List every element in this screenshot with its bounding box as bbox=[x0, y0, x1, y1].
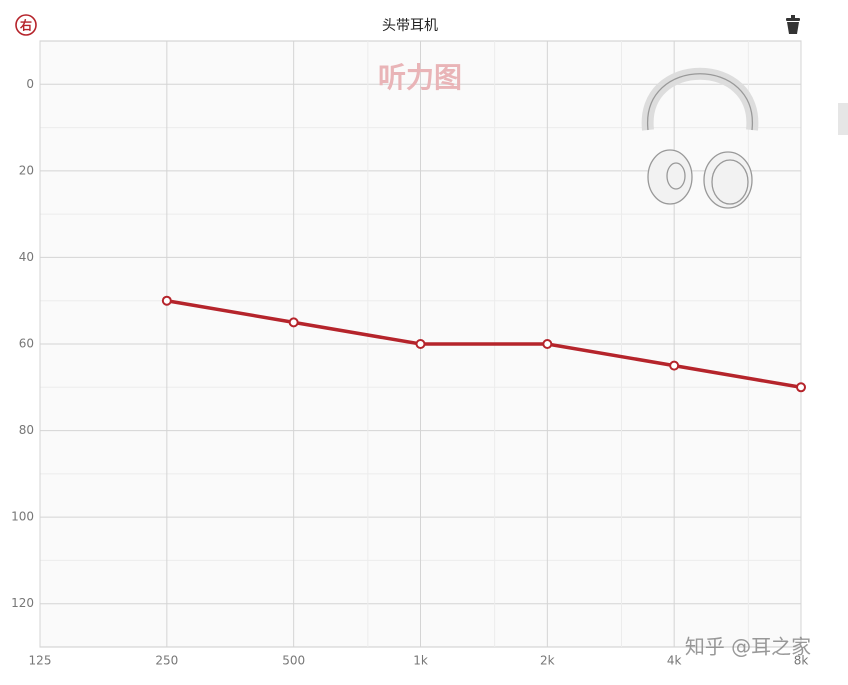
delete-icon[interactable] bbox=[786, 15, 800, 34]
side-icon: 右 bbox=[19, 18, 32, 33]
series-line bbox=[166, 298, 802, 390]
x-tick-label: 4k bbox=[667, 654, 682, 668]
data-point bbox=[161, 295, 172, 306]
x-tick-label: 1k bbox=[413, 654, 428, 668]
data-point bbox=[796, 382, 806, 393]
y-tick-label: 100 bbox=[11, 510, 34, 524]
side-tab[interactable] bbox=[838, 103, 848, 135]
grid: 0 20 40 60 80 100 120 125 250 500 1k 2k 4k 8k bbox=[11, 41, 808, 668]
headphone-icon bbox=[641, 67, 759, 209]
y-tick-label: 40 bbox=[19, 250, 34, 264]
data-point bbox=[415, 339, 426, 349]
data-point bbox=[669, 360, 680, 371]
x-tick-label: 8k bbox=[794, 654, 809, 668]
x-tick-label: 250 bbox=[155, 654, 178, 668]
data-point bbox=[542, 339, 553, 349]
y-tick-label: 0 bbox=[26, 77, 34, 91]
x-tick-label: 500 bbox=[282, 654, 305, 668]
x-tick-label: 125 bbox=[29, 654, 52, 668]
data-point bbox=[288, 317, 299, 328]
header-title: 头带耳机 bbox=[382, 18, 438, 34]
chart-title: 听力图 bbox=[378, 61, 462, 94]
y-tick-label: 80 bbox=[19, 423, 34, 437]
watermark: 知乎 @耳之家 bbox=[685, 635, 811, 659]
x-tick-label: 2k bbox=[540, 654, 555, 668]
y-tick-label: 120 bbox=[11, 596, 34, 610]
y-tick-label: 20 bbox=[19, 163, 34, 177]
side-icon-ring bbox=[15, 14, 37, 36]
marks bbox=[161, 295, 806, 393]
y-tick-label: 60 bbox=[19, 337, 34, 351]
